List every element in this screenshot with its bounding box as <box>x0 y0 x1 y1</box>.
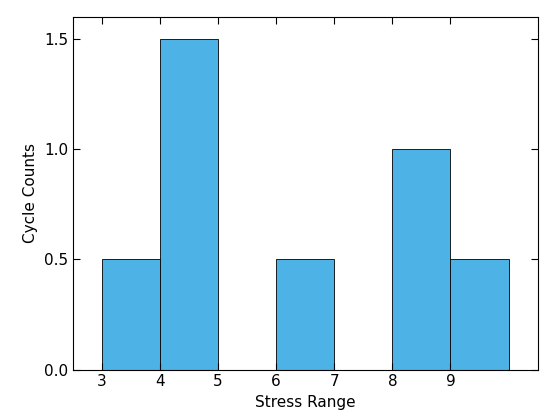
Bar <box>450 259 508 370</box>
Bar <box>393 149 450 370</box>
Y-axis label: Cycle Counts: Cycle Counts <box>24 143 38 243</box>
Bar <box>160 39 218 370</box>
Bar <box>276 259 334 370</box>
X-axis label: Stress Range: Stress Range <box>255 395 356 410</box>
Bar <box>102 259 160 370</box>
